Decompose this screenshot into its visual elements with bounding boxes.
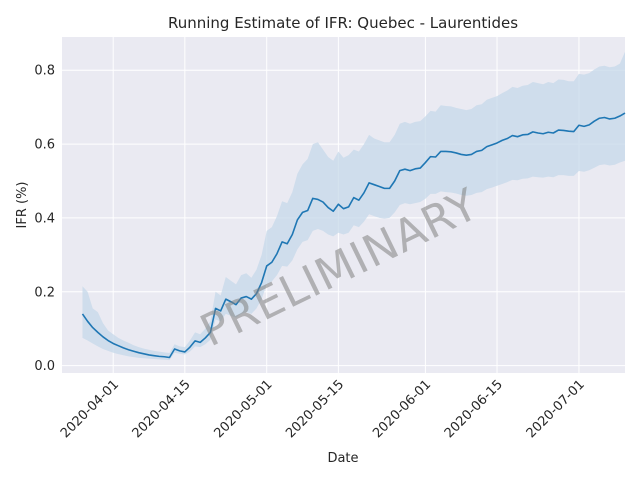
- series-line-layer: [81, 112, 626, 359]
- y-axis-label: IFR (%): [15, 182, 30, 229]
- chart-title: Running Estimate of IFR: Quebec - Lauren…: [168, 14, 518, 32]
- confidence-band-layer: [82, 51, 626, 361]
- y-tick-label: 0.4: [34, 211, 55, 226]
- x-tick-label: 2020-05-15: [283, 377, 347, 441]
- x-axis-label: Date: [327, 451, 358, 466]
- x-tick-labels: 2020-04-01 2020-04-15 2020-05-01 2020-05-15…: [58, 377, 588, 441]
- y-tick-label: 0.8: [34, 64, 55, 79]
- x-tick-label: 2020-07-01: [524, 377, 588, 441]
- x-tick-label: 2020-04-01: [58, 377, 122, 441]
- y-tick-label: 0.0: [34, 359, 55, 374]
- confidence-band: [82, 51, 626, 361]
- x-tick-label: 2020-04-15: [130, 377, 194, 441]
- x-tick-label: 2020-05-01: [212, 377, 276, 441]
- x-tick-label: 2020-06-01: [370, 377, 434, 441]
- x-tick-label: 2020-06-15: [442, 377, 506, 441]
- y-tick-label: 0.6: [34, 138, 55, 153]
- ifr-series-line: [81, 112, 626, 359]
- y-tick-label: 0.2: [34, 285, 55, 300]
- y-tick-labels: 0.0 0.2 0.4 0.6 0.8: [34, 64, 55, 374]
